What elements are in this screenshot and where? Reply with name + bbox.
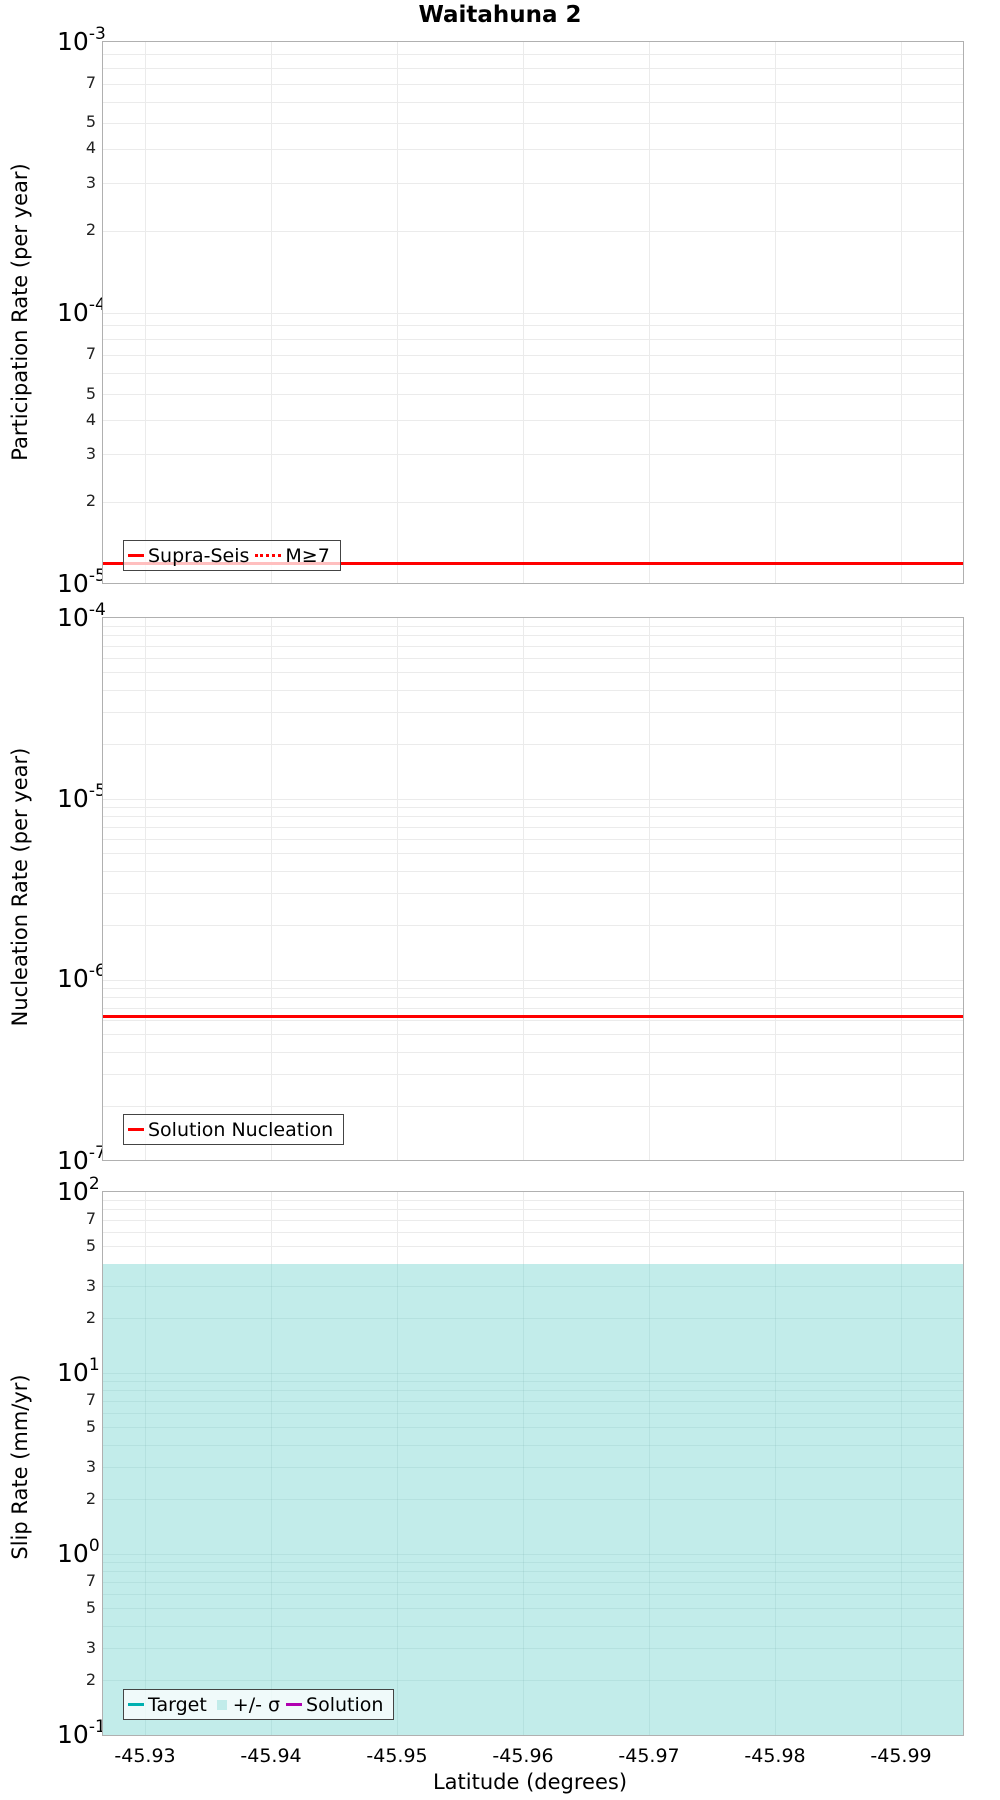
y-tick-decade: 10-6 bbox=[57, 961, 106, 993]
x-tick: -45.99 bbox=[870, 1745, 932, 1767]
solid-line-swatch-icon bbox=[128, 554, 144, 557]
y-tick-decade: 10-5 bbox=[57, 781, 106, 813]
y-tick-minor: 7 bbox=[85, 344, 96, 363]
y-axis-label-nucleation: Nucleation Rate (per year) bbox=[8, 747, 32, 1027]
y-tick-minor: 2 bbox=[85, 1308, 96, 1327]
y-tick-minor: 5 bbox=[85, 1417, 96, 1436]
plot-area-slip-rate: Target +/- σ Solution bbox=[102, 1191, 964, 1736]
y-tick-minor: 2 bbox=[85, 1489, 96, 1508]
y-tick-minor: 5 bbox=[85, 112, 96, 131]
solution-line-swatch-icon bbox=[286, 1703, 303, 1706]
y-tick-minor: 2 bbox=[85, 491, 96, 510]
target-line-swatch-icon bbox=[128, 1703, 144, 1706]
chart-title: Waitahuna 2 bbox=[418, 2, 582, 28]
y-tick-decade: 10-1 bbox=[57, 1717, 106, 1749]
y-tick-decade: 10-3 bbox=[57, 24, 106, 56]
x-tick: -45.93 bbox=[114, 1745, 176, 1767]
x-tick: -45.94 bbox=[240, 1745, 302, 1767]
sigma-fill-swatch-icon bbox=[216, 1699, 227, 1710]
x-tick: -45.96 bbox=[492, 1745, 554, 1767]
y-tick-minor: 5 bbox=[85, 384, 96, 403]
y-tick-decade: 10-5 bbox=[57, 566, 106, 598]
y-tick-decade: 10-4 bbox=[57, 295, 106, 327]
y-tick-minor: 4 bbox=[85, 138, 96, 157]
dotted-line-swatch-icon bbox=[255, 554, 282, 557]
x-tick: -45.98 bbox=[744, 1745, 806, 1767]
y-tick-decade: 10-4 bbox=[57, 600, 106, 632]
y-axis-label-participation: Participation Rate (per year) bbox=[8, 163, 32, 461]
y-tick-minor: 5 bbox=[85, 1598, 96, 1617]
y-tick-decade: 101 bbox=[57, 1355, 100, 1387]
x-axis-label: Latitude (degrees) bbox=[432, 1770, 628, 1794]
y-tick-minor: 3 bbox=[85, 1638, 96, 1657]
y-tick-minor: 4 bbox=[85, 410, 96, 429]
sigma-band bbox=[103, 1264, 963, 1735]
supra-seis-line bbox=[103, 562, 963, 565]
y-tick-minor: 5 bbox=[85, 1236, 96, 1255]
y-tick-minor: 2 bbox=[85, 220, 96, 239]
y-tick-minor: 3 bbox=[85, 1276, 96, 1295]
y-tick-minor: 7 bbox=[85, 73, 96, 92]
y-tick-minor: 2 bbox=[85, 1670, 96, 1689]
legend-nucleation: Solution Nucleation bbox=[123, 1114, 345, 1145]
y-tick-minor: 7 bbox=[85, 1209, 96, 1228]
legend-participation: Supra-Seis M≥7 bbox=[123, 540, 341, 571]
y-tick-minor: 3 bbox=[85, 1457, 96, 1476]
y-tick-minor: 3 bbox=[85, 444, 96, 463]
solution-nucleation-line bbox=[103, 1015, 963, 1018]
y-tick-minor: 7 bbox=[85, 1571, 96, 1590]
solid-line-swatch-icon bbox=[128, 1128, 144, 1131]
x-tick: -45.95 bbox=[366, 1745, 428, 1767]
plot-area-nucleation: Solution Nucleation bbox=[102, 617, 964, 1161]
y-tick-decade: 102 bbox=[57, 1174, 100, 1206]
y-tick-decade: 100 bbox=[57, 1536, 100, 1568]
y-tick-decade: 10-7 bbox=[57, 1143, 106, 1175]
x-tick: -45.97 bbox=[618, 1745, 680, 1767]
y-axis-label-slip-rate: Slip Rate (mm/yr) bbox=[8, 1374, 32, 1560]
plot-area-participation: Supra-Seis M≥7 bbox=[102, 41, 964, 584]
y-tick-minor: 7 bbox=[85, 1390, 96, 1409]
legend-slip-rate: Target +/- σ Solution bbox=[123, 1689, 395, 1720]
y-tick-minor: 3 bbox=[85, 173, 96, 192]
